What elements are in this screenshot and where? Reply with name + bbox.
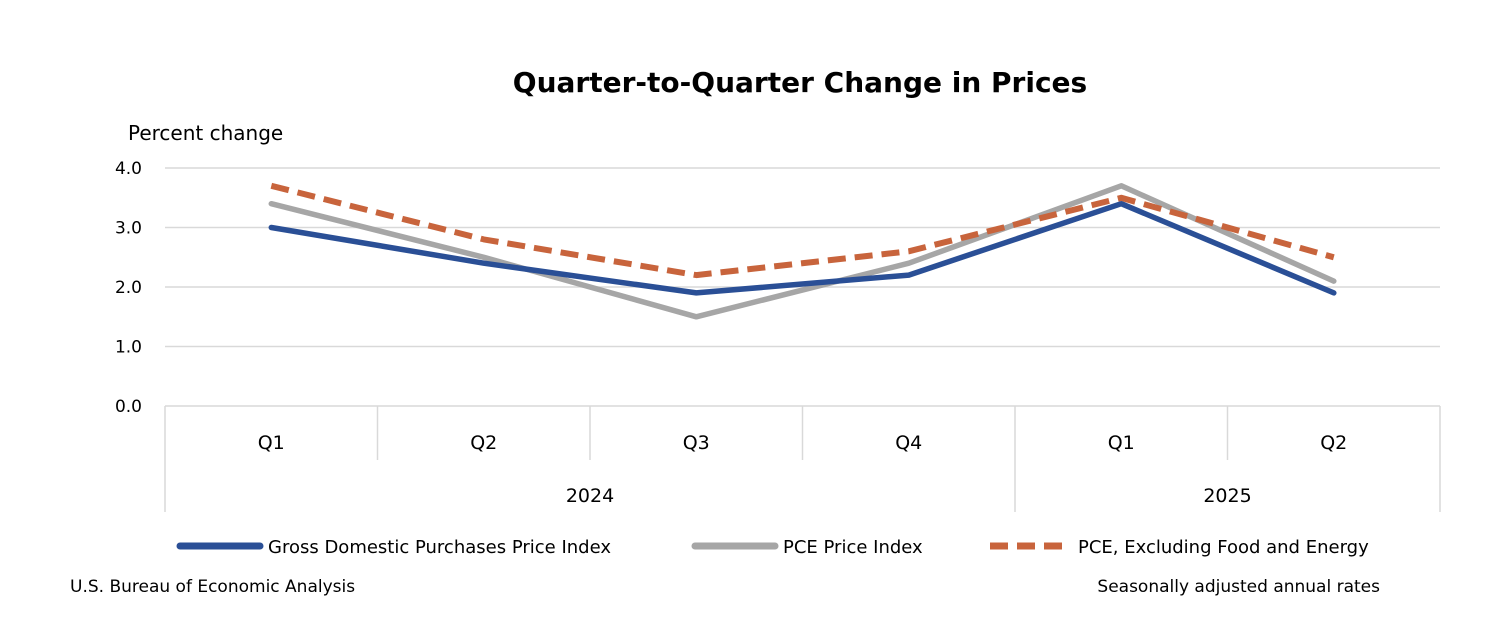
y-tick-label: 1.0 — [115, 338, 142, 358]
series-line-0 — [268, 200, 1337, 296]
seasonal-note: Seasonally adjusted annual rates — [1097, 577, 1380, 597]
y-axis-ticks: 0.0 1.0 2.0 3.0 4.0 — [115, 159, 142, 417]
y-tick-label: 4.0 — [115, 159, 142, 179]
gridlines — [165, 167, 1440, 348]
legend-label: PCE Price Index — [783, 537, 923, 558]
series-line-2 — [270, 182, 1335, 279]
x-tick-label: Q1 — [258, 432, 285, 454]
legend-label: PCE, Excluding Food and Energy — [1078, 537, 1369, 558]
year-group-label: 2024 — [566, 485, 614, 507]
x-tick-label: Q1 — [1108, 432, 1135, 454]
x-tick-label: Q3 — [683, 432, 710, 454]
legend: Gross Domestic Purchases Price Index PCE … — [176, 537, 1369, 558]
y-tick-label: 2.0 — [115, 278, 142, 298]
y-tick-label: 0.0 — [115, 397, 142, 417]
series-lines — [268, 182, 1337, 320]
chart-title: Quarter-to-Quarter Change in Prices — [513, 66, 1087, 99]
year-group-label: 2025 — [1203, 485, 1251, 507]
category-axis: Q1 Q2 Q3 Q4 Q1 Q2 2024 2025 — [164, 405, 1441, 512]
x-tick-label: Q2 — [1320, 432, 1347, 454]
legend-label: Gross Domestic Purchases Price Index — [268, 537, 611, 558]
x-tick-label: Q4 — [895, 432, 922, 454]
y-axis-label: Percent change — [128, 121, 283, 145]
series-line-1 — [268, 183, 1337, 320]
y-tick-label: 3.0 — [115, 219, 142, 239]
source-note: U.S. Bureau of Economic Analysis — [70, 577, 355, 597]
x-tick-label: Q2 — [470, 432, 497, 454]
